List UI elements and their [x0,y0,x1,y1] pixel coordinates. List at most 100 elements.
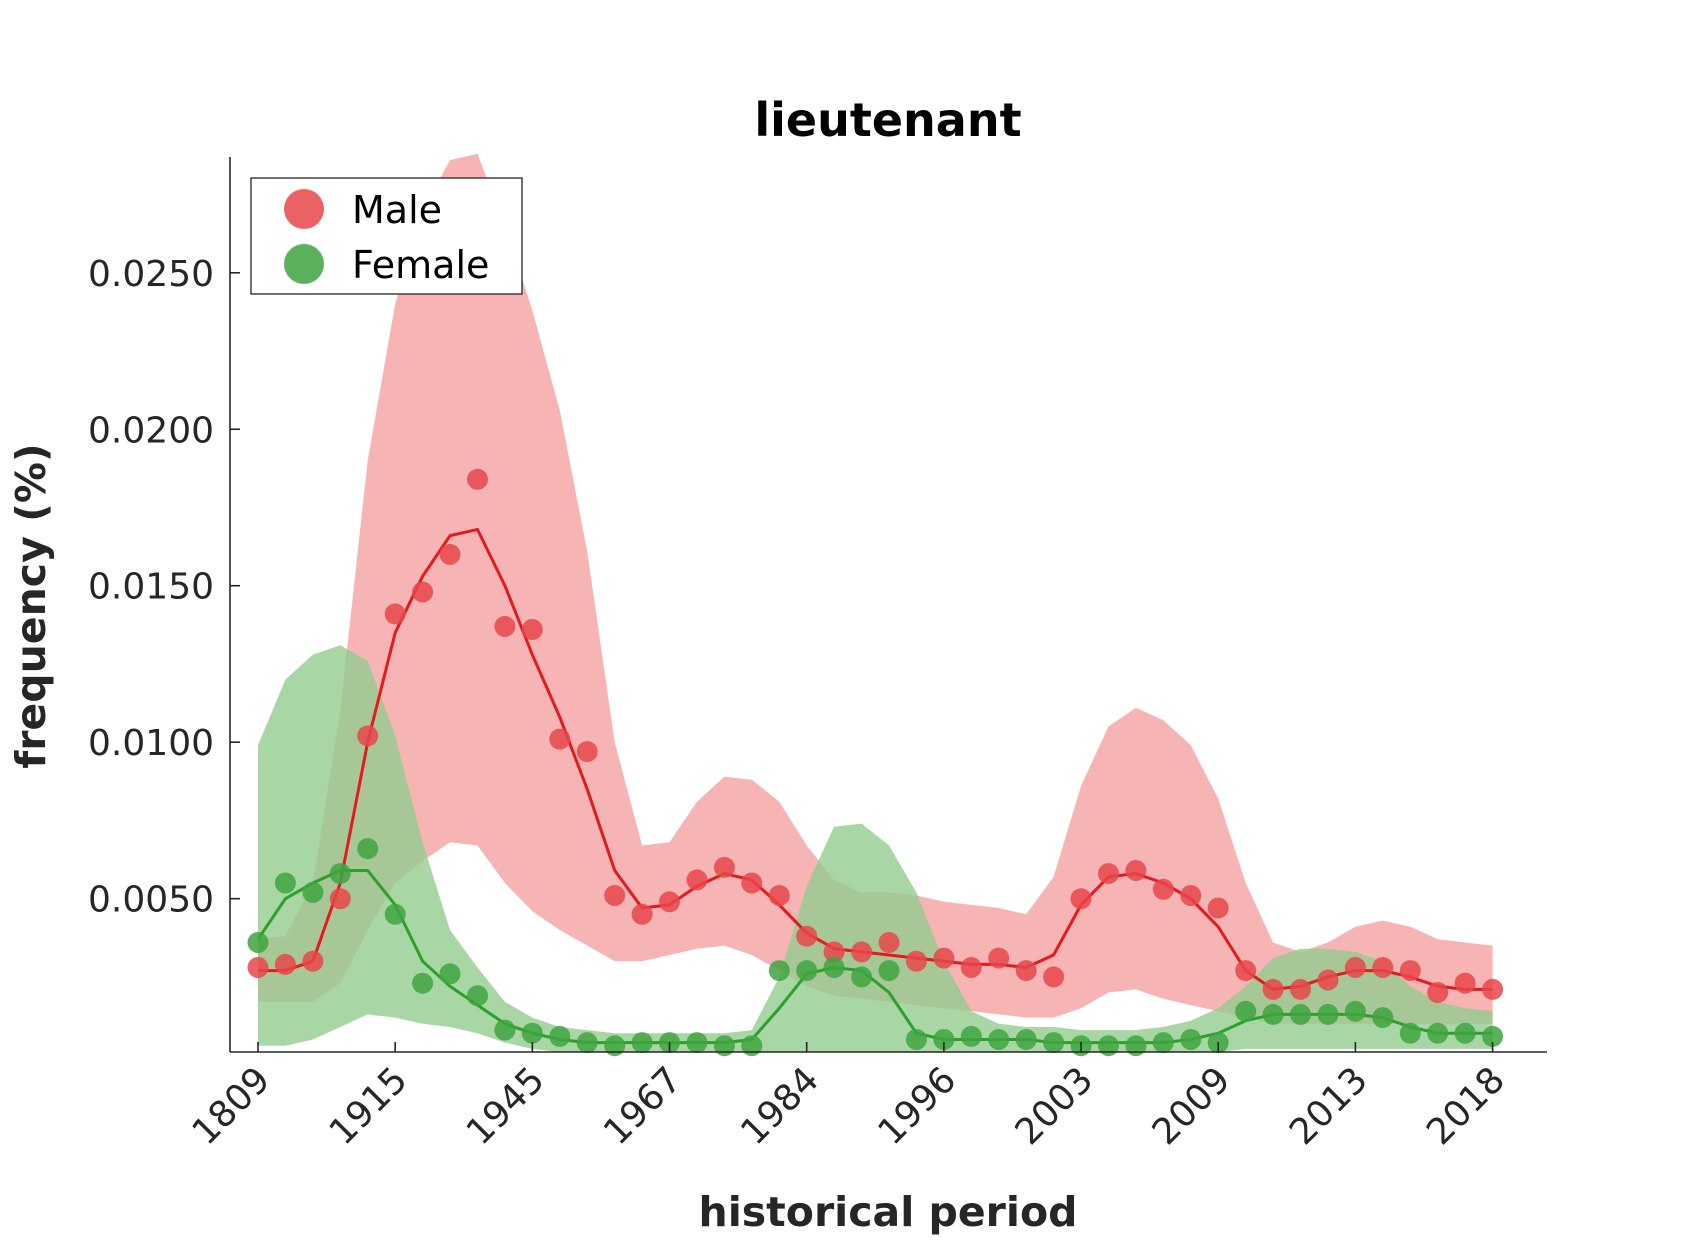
female-data-point [905,1029,927,1050]
y-tick-label: 0.0250 [88,254,214,295]
male-data-point [1344,957,1366,978]
legend-marker-male [284,189,324,229]
male-data-point [686,869,708,891]
y-tick-label: 0.0050 [88,880,214,921]
male-data-point [1454,972,1476,994]
x-axis-title: historical period [699,1188,1078,1236]
male-data-point [713,856,735,878]
female-data-point [439,963,461,985]
male-data-point [933,947,955,969]
male-data-point [1482,978,1504,1000]
female-data-point [1454,1022,1476,1044]
female-data-point [247,932,269,953]
male-data-point [604,885,626,906]
female-data-point [1015,1029,1037,1050]
female-data-point [960,1025,982,1047]
x-tick-label: 2009 [1145,1059,1239,1153]
female-data-point [1317,1003,1339,1025]
x-tick-label: 2013 [1282,1059,1376,1153]
male-data-point [439,543,461,565]
x-tick-label: 1984 [733,1059,827,1153]
female-data-point [851,966,873,988]
female-data-point [302,881,324,903]
legend: Male Female [250,177,523,295]
female-confidence-band [258,645,1493,1052]
female-data-point [1180,1029,1202,1050]
legend-marker-female [284,244,324,284]
female-data-point [576,1032,598,1054]
male-data-point [1098,863,1119,885]
male-data-point [1180,885,1202,906]
male-data-point [1317,969,1339,991]
male-data-point [521,619,543,640]
female-data-point [274,872,296,894]
female-data-point [549,1025,571,1047]
female-data-point [604,1035,626,1057]
male-data-point [823,941,845,963]
male-data-point [659,891,680,913]
female-data-point [357,838,379,860]
male-data-point [302,950,324,972]
male-data-point [1043,966,1065,988]
female-data-point [1098,1035,1119,1057]
x-tick-label: 1915 [322,1059,416,1153]
male-data-point [467,468,488,490]
female-data-point [1235,1000,1257,1022]
male-data-point [878,932,900,953]
x-axis-ticks: 1809 1915 1945 1967 1984 1996 2003 2009 2013 2018 [185,1042,1513,1153]
female-data-point [521,1022,543,1044]
male-data-point [631,903,653,925]
male-data-point [576,741,598,763]
x-tick-label: 2018 [1419,1059,1513,1153]
female-data-point [329,863,351,885]
male-data-point [960,957,982,978]
smoothed-lines [256,527,1493,1045]
male-data-point [1070,888,1092,910]
x-tick-label: 1996 [870,1059,964,1153]
male-data-point [329,888,351,910]
y-axis-ticks: 0.0050 0.0100 0.0150 0.0200 0.0250 [88,254,240,921]
female-data-point [796,960,818,982]
male-data-point [905,950,927,972]
male-data-point [851,941,873,963]
chart-title: lieutenant [754,93,1021,147]
male-data-point [1427,982,1449,1003]
male-data-point [1152,878,1174,900]
male-data-point [274,953,296,975]
plot-area [247,153,1504,1057]
male-data-point [549,728,571,750]
female-trend-line [256,869,1493,1045]
female-data-point [1290,1003,1311,1025]
female-data-point [1427,1022,1449,1044]
female-data-point [1125,1035,1147,1057]
female-data-point [988,1029,1010,1050]
legend-label-male: Male [352,188,442,232]
female-data-point [713,1035,735,1057]
male-data-point [247,957,269,978]
female-data-point [686,1032,708,1054]
male-data-point [1262,978,1284,1000]
female-data-point [1344,1000,1366,1022]
y-tick-label: 0.0100 [88,723,214,764]
male-data-point [1015,960,1037,982]
female-data-point [467,985,488,1007]
female-data-point [878,960,900,982]
male-data-point [1235,960,1257,982]
male-data-point [988,947,1010,969]
female-data-point [823,957,845,978]
legend-label-female: Female [352,243,489,287]
x-tick-label: 1967 [596,1059,690,1153]
male-data-point [494,615,516,637]
x-tick-label: 1809 [185,1059,279,1153]
y-tick-label: 0.0200 [88,410,214,451]
male-trend-line [258,527,1493,991]
female-data-point [1152,1032,1174,1054]
male-data-point [1207,897,1229,919]
female-data-point [494,1019,516,1041]
male-data-point [384,603,406,625]
y-axis-title: frequency (%) [7,443,55,768]
male-data-point [357,725,379,747]
female-data-point [1262,1003,1284,1025]
female-data-point [384,903,406,925]
